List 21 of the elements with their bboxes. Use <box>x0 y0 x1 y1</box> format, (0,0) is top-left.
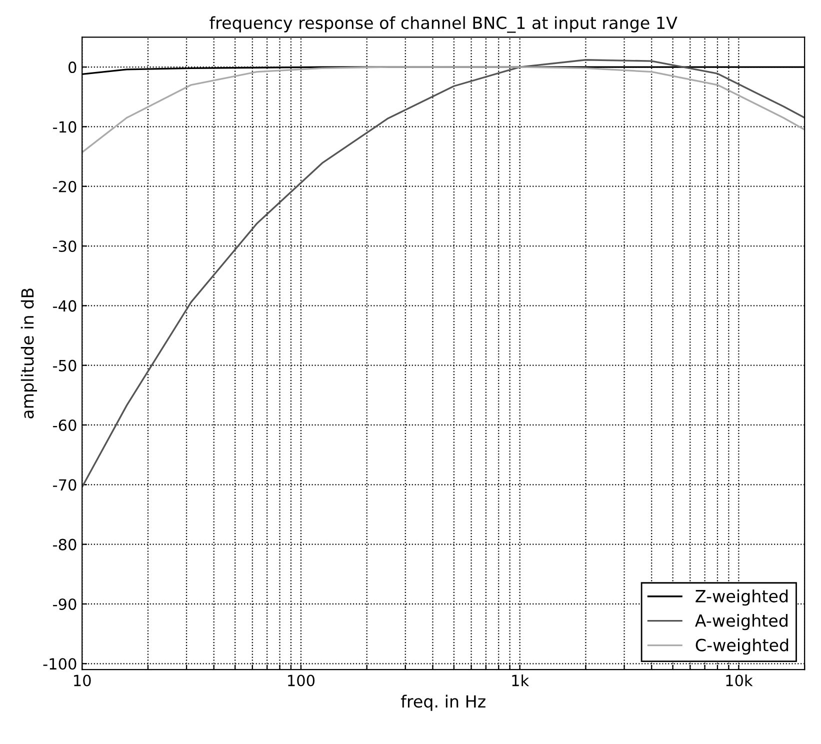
x-tick-label: 10 <box>74 674 91 686</box>
y-tick-label: -60 <box>53 419 76 432</box>
y-tick-label: -30 <box>53 240 76 252</box>
legend-label: C-weighted <box>696 638 788 655</box>
y-tick-label: -70 <box>53 479 76 491</box>
legend-label: A-weighted <box>695 614 788 630</box>
x-tick-label: 10k <box>726 674 753 686</box>
y-axis-title: amplitude in dB <box>20 288 38 418</box>
y-tick-label: -10 <box>53 121 76 133</box>
y-tick-label: -80 <box>53 538 76 550</box>
x-axis-title: freq. in Hz <box>400 694 486 711</box>
chart-title: frequency response of channel BNC_1 at input range 1V <box>210 16 678 33</box>
y-tick-label: -90 <box>53 598 76 610</box>
y-tick-label: -100 <box>43 658 76 670</box>
y-tick-label: -20 <box>53 180 76 192</box>
legend-label: Z-weighted <box>696 590 788 606</box>
x-tick-label: 100 <box>288 674 315 686</box>
x-tick-label: 1k <box>512 674 530 686</box>
y-tick-label: -40 <box>53 300 76 312</box>
y-tick-label: 0 <box>68 61 76 74</box>
y-tick-label: -50 <box>53 360 76 372</box>
